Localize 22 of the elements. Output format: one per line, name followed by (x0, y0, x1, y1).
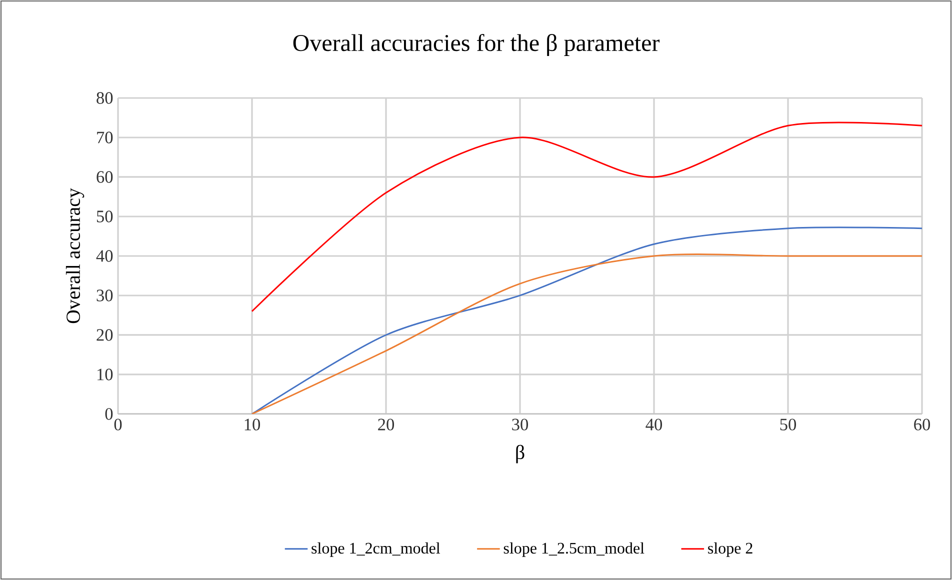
y-tick-label: 40 (96, 250, 113, 262)
y-tick-label: 30 (96, 290, 113, 302)
chart-title: Overall accuracies for the β parameter (293, 34, 660, 56)
y-tick-label: 70 (97, 132, 113, 144)
y-tick-label: 50 (96, 210, 113, 222)
x-tick-label: 60 (914, 418, 930, 430)
x-tick-label: 0 (114, 418, 122, 430)
y-tick-label: 20 (96, 329, 113, 341)
x-tick-label: 20 (378, 418, 394, 430)
x-tick-label: 40 (646, 418, 662, 430)
y-tick-label: 80 (96, 92, 113, 104)
y-axis-title: Overall accuracy (66, 188, 84, 324)
x-tick-label: 30 (512, 418, 528, 430)
y-tick-label: 10 (97, 368, 113, 380)
x-tick-label: 10 (244, 418, 260, 430)
legend-label: slope 1_2.5cm_model (504, 542, 644, 557)
y-tick-label: 60 (96, 171, 113, 183)
y-tick-label: 0 (105, 408, 113, 420)
legend-label: slope 2 (708, 542, 752, 557)
x-axis-title: β (516, 444, 524, 464)
x-tick-label: 50 (780, 418, 796, 430)
legend-label: slope 1_2cm_model (312, 542, 440, 557)
